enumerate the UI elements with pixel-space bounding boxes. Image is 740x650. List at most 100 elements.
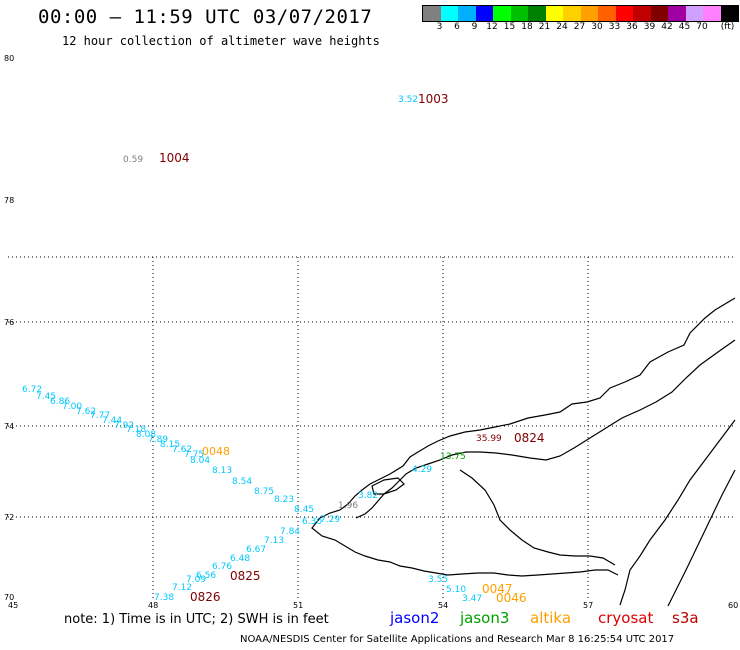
latitude-tick-label: 74 <box>4 422 14 431</box>
observation-label: 7.45 <box>36 392 56 402</box>
observation-label: 6.86 <box>50 397 70 407</box>
coastline-fjord-1 <box>459 469 616 566</box>
observation-label: 6.48 <box>230 554 250 564</box>
longitude-tick-label: 60 <box>728 601 738 610</box>
observation-label: 8.54 <box>232 477 252 487</box>
coastline-main <box>311 297 736 577</box>
longitude-tick-label: 57 <box>583 601 593 610</box>
legend-swatch <box>545 6 563 21</box>
legend-label: 3 <box>436 22 443 32</box>
observation-label: 3.52 <box>398 95 418 105</box>
observation-label: 0046 <box>496 591 527 605</box>
legend-swatch <box>528 6 546 21</box>
legend-label: 30 <box>591 22 603 32</box>
legend-swatch <box>650 6 668 21</box>
observation-label: 3.55 <box>428 575 448 585</box>
observation-label: 6.56 <box>196 571 216 581</box>
legend-swatch <box>703 6 721 21</box>
observation-label: 0.59 <box>123 155 143 165</box>
footer-note: note: 1) Time is in UTC; 2) SWH is in fe… <box>64 612 329 627</box>
latitude-tick-label: 70 <box>4 593 14 602</box>
footer-credit: NOAA/NESDIS Center for Satellite Applica… <box>240 634 675 645</box>
observation-label: 8.08 <box>136 430 156 440</box>
legend-swatch <box>720 6 738 21</box>
legend-label: 9 <box>471 22 478 32</box>
observation-label: 7.00 <box>62 402 82 412</box>
legend-swatch <box>598 6 616 21</box>
legend-label: 33 <box>608 22 621 32</box>
observation-label: 8.23 <box>274 495 294 505</box>
observation-label: 3.47 <box>462 594 482 604</box>
observation-label: 7.18 <box>126 425 146 435</box>
latitude-tick-label: 80 <box>4 54 14 63</box>
legend-label: 18 <box>521 22 533 32</box>
observation-label: 6.72 <box>22 385 42 395</box>
observation-label: 0825 <box>230 569 261 583</box>
observation-label: 8.13 <box>212 466 232 476</box>
observation-label: 7.09 <box>186 575 206 585</box>
legend-swatch <box>475 6 493 21</box>
coastline-fjord-2 <box>619 419 736 606</box>
observation-label: 8.04 <box>190 456 210 466</box>
observation-label: 35.99 <box>476 434 502 444</box>
longitude-tick-label: 51 <box>293 601 303 610</box>
observation-label: 0047 <box>482 582 513 596</box>
satellite-altika: altika <box>530 609 572 627</box>
coastline-greenland <box>311 297 736 607</box>
observation-label: 0826 <box>190 590 221 604</box>
observation-label: 0824 <box>514 431 545 445</box>
legend-swatch <box>440 6 458 21</box>
legend-label: 45 <box>678 22 691 32</box>
observation-label: 6.67 <box>246 545 266 555</box>
legend-swatch <box>668 6 686 21</box>
legend-label: 36 <box>626 22 638 32</box>
observation-label: 13.75 <box>440 452 466 462</box>
observation-label: 7.62 <box>172 445 192 455</box>
observation-label: 6.76 <box>212 562 232 572</box>
legend-label: 27 <box>573 22 586 32</box>
observation-label: 3.82 <box>358 491 378 501</box>
observation-label: 7.77 <box>90 411 110 421</box>
satellite-cryosat: cryosat <box>598 609 654 627</box>
satellite-s3a: s3a <box>672 609 699 627</box>
legend-label: 24 <box>556 22 568 32</box>
observation-label: 7.89 <box>148 435 168 445</box>
observation-label: 6.30 <box>302 517 322 527</box>
map-title: 00:00 — 11:59 UTC 03/07/2017 <box>38 6 373 28</box>
longitude-tick-label: 54 <box>438 601 448 610</box>
latitude-tick-label: 78 <box>4 196 14 205</box>
legend-label: 70 <box>696 22 708 32</box>
observation-label: 7.12 <box>172 583 192 593</box>
map-subtitle: 12 hour collection of altimeter wave hei… <box>62 34 380 48</box>
legend-label: 42 <box>661 22 673 32</box>
observation-label: 0048 <box>202 445 230 458</box>
legend-swatch <box>493 6 511 21</box>
coastline-fjord-3 <box>667 469 736 607</box>
observation-label: 1003 <box>418 92 449 106</box>
longitude-tick-label: 48 <box>148 601 158 610</box>
legend-label: 12 <box>486 22 498 32</box>
observation-label: 7.62 <box>76 407 96 417</box>
wave-height-color-legend <box>422 5 739 22</box>
legend-label: 15 <box>503 22 516 32</box>
observation-label: 7.29 <box>320 515 340 525</box>
legend-swatch <box>510 6 528 21</box>
legend-swatch <box>580 6 598 21</box>
legend-label: 21 <box>538 22 551 32</box>
legend-labels: 3 6 9 12 15 18 21 24 27 30 33 36 39 42 45 70 (ft) <box>422 22 735 34</box>
observation-label: 7.75 <box>184 450 204 460</box>
legend-swatch <box>423 6 441 21</box>
observation-label: 7.84 <box>280 527 300 537</box>
coastline-inner <box>355 339 736 519</box>
longitude-tick-label: 45 <box>8 601 18 610</box>
observation-label: 8.45 <box>294 505 314 515</box>
coastline-island <box>371 477 405 495</box>
observation-label: 7.38 <box>154 593 174 603</box>
observation-label: 7.13 <box>264 536 284 546</box>
legend-label: 39 <box>643 22 656 32</box>
satellite-jason3: jason3 <box>460 609 510 627</box>
observation-label: 5.10 <box>446 585 466 595</box>
